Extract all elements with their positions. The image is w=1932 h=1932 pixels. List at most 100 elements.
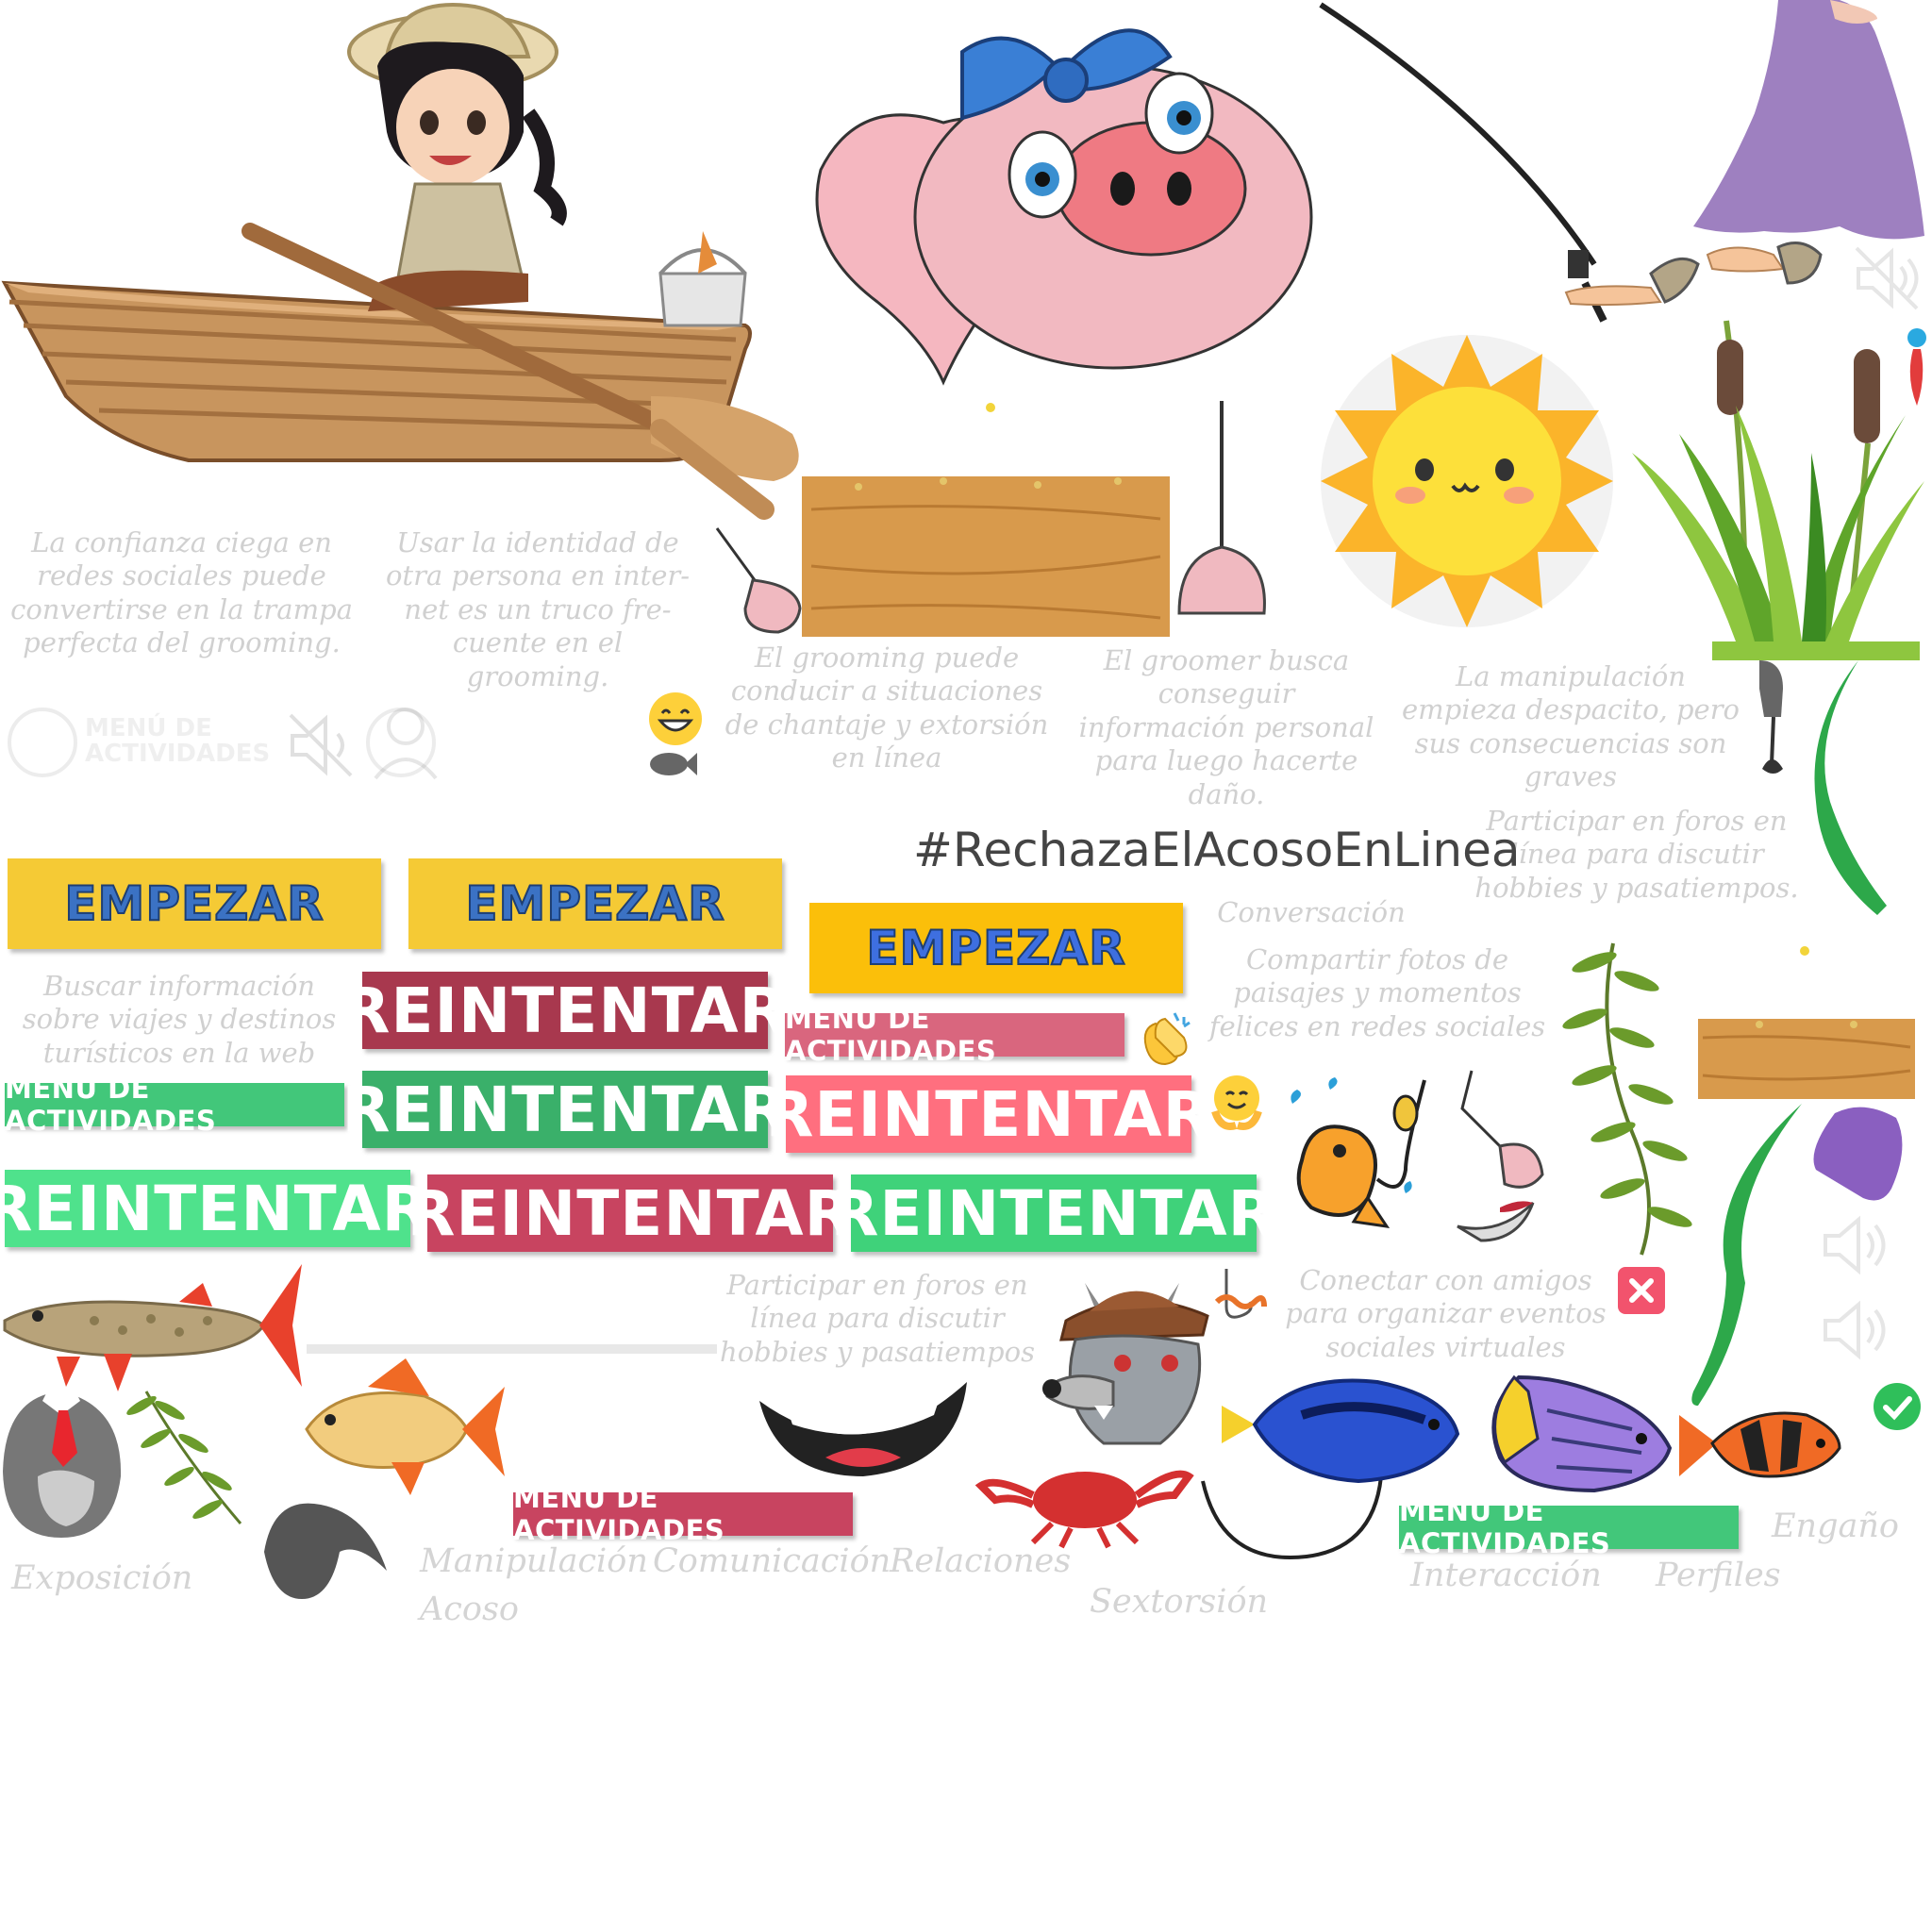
purple-pad: [1807, 1104, 1910, 1208]
retry-button[interactable]: REINTENTAR: [831, 1174, 1275, 1252]
speaker-icon-svg: [1824, 1215, 1886, 1275]
pig-character: [802, 0, 1321, 406]
koi-fish: [1674, 1396, 1844, 1491]
clap-emoji-svg: [1143, 1012, 1191, 1066]
retry-button[interactable]: REINTENTAR: [408, 1174, 852, 1252]
caption-conversacion: Conversación: [1217, 896, 1406, 928]
small-seaweed-svg: [126, 1391, 242, 1524]
worm-hook: [1212, 1269, 1269, 1325]
faded-profile-svg: [374, 708, 438, 780]
pendulum-jaw-svg: [1457, 1070, 1544, 1242]
hooked-fish: [1274, 1075, 1443, 1236]
small-gray-fish-icon: [645, 745, 697, 783]
label-exposicion: Exposición: [11, 1559, 193, 1597]
close-icon-svg: [1618, 1267, 1665, 1314]
sun-illustration: [1321, 335, 1613, 627]
caption-groomer: El groomer busca conseguir información p…: [1078, 644, 1374, 810]
pig-illustration: [815, 28, 1313, 386]
wooden-sign-scene: [708, 396, 1266, 641]
black-curve-svg: [1201, 1457, 1384, 1559]
grin-emoji-icon[interactable]: [647, 691, 704, 747]
caption-identidad: Usar la identidad de otra persona en int…: [385, 526, 691, 692]
carp-fish-svg: [305, 1358, 505, 1495]
black-curve: [1193, 1453, 1396, 1566]
gray-character: [0, 1387, 127, 1542]
wolf-svg: [1042, 1283, 1209, 1445]
progress-bar-track: [307, 1344, 717, 1354]
start-button-hover[interactable]: EMPEZAR: [809, 903, 1183, 993]
label-acoso: Acoso: [420, 1591, 519, 1628]
blue-tang-svg: [1222, 1378, 1460, 1484]
koi-fish-svg: [1679, 1411, 1841, 1478]
wolf-character: [1038, 1264, 1226, 1453]
retry-button[interactable]: REINTENTAR: [342, 972, 787, 1049]
hanging-shoe: [1745, 660, 1802, 792]
pike-fish-svg: [3, 1264, 302, 1391]
pendulum-jaw: [1453, 1070, 1547, 1255]
caption-viajes: Buscar información sobre viajes y destin…: [22, 970, 337, 1069]
green-leaf-svg: [1691, 1104, 1802, 1406]
retry-button[interactable]: REINTENTAR: [0, 1170, 429, 1247]
label-interaccion: Interacción: [1410, 1557, 1602, 1594]
reeds-plant: [1623, 320, 1932, 670]
mouth-smile: [750, 1373, 976, 1486]
speaker-icon-svg: [1824, 1300, 1886, 1360]
caption-manipulacion-grave: La manipulación empieza despacito, pero …: [1401, 660, 1740, 793]
caption-amigos: Conectar con amigos para organizar event…: [1285, 1264, 1607, 1363]
purple-pad-svg: [1813, 1107, 1903, 1201]
check-icon-svg: [1874, 1383, 1921, 1430]
retry-button[interactable]: REINTENTAR: [342, 1071, 787, 1148]
faded-menu-label: MENÚ DE ACTIVIDADES: [85, 714, 271, 769]
close-icon[interactable]: [1618, 1267, 1665, 1314]
green-leaf: [1689, 1104, 1821, 1415]
activities-menu-button[interactable]: MENÚ DE ACTIVIDADES: [513, 1482, 853, 1546]
crab: [974, 1448, 1194, 1549]
speaker-icon[interactable]: [1816, 1212, 1891, 1278]
label-manipulacion: Manipulación: [420, 1542, 648, 1580]
muted-speaker-icon[interactable]: [1849, 241, 1924, 316]
clap-emoji-icon[interactable]: [1137, 1009, 1195, 1068]
start-button[interactable]: EMPEZAR: [408, 858, 782, 949]
sun-character: [1316, 330, 1618, 632]
faded-menu-placeholder: MENÚ DE ACTIVIDADES: [5, 703, 436, 783]
pike-fish: [0, 1255, 311, 1396]
muted-speaker-icon-svg: [1855, 246, 1919, 310]
gray-fish-svg: [650, 753, 697, 775]
boat-scene: [0, 0, 811, 528]
retry-button[interactable]: REINTENTAR: [766, 1075, 1210, 1153]
hug-emoji-icon[interactable]: [1208, 1074, 1266, 1132]
faded-menu-icon: [8, 708, 436, 777]
faded-muted-speaker-icon[interactable]: [283, 708, 358, 783]
caption-chantaje: El grooming puede conducir a situaciones…: [724, 641, 1049, 774]
wooden-sign-illustration: [715, 401, 1266, 637]
fishing-rod-scene: [1311, 0, 1932, 330]
blue-tang-fish: [1217, 1368, 1462, 1491]
caption-foros-1: Participar en foros en línea para discut…: [1474, 805, 1799, 904]
caption-fotos: Compartir fotos de paisajes y momentos f…: [1208, 943, 1546, 1042]
worm-hook-svg: [1214, 1269, 1267, 1319]
caption-confianza: La confianza ciega en redes sociales pue…: [10, 526, 353, 659]
grin-emoji-svg: [649, 692, 702, 745]
activities-menu-button[interactable]: MENÚ DE ACTIVIDADES: [1399, 1495, 1739, 1559]
seaweed-right-svg: [1814, 660, 1887, 915]
seaweed-leafy: [1557, 942, 1698, 1256]
activities-menu-button[interactable]: MENÚ DE ACTIVIDADES: [5, 1073, 344, 1137]
faded-muted-speaker-svg: [289, 713, 353, 777]
start-button[interactable]: EMPEZAR: [8, 858, 381, 949]
seaweed-leafy-svg: [1562, 942, 1692, 1256]
label-engano: Engaño: [1772, 1507, 1899, 1545]
gray-hair-tuft-svg: [264, 1503, 387, 1599]
small-wooden-sign: [1693, 943, 1920, 1104]
speaker-icon[interactable]: [1816, 1297, 1891, 1363]
hooked-fish-svg: [1291, 1077, 1426, 1228]
crab-svg: [974, 1470, 1194, 1549]
label-relaciones: Relaciones: [890, 1542, 1072, 1580]
small-wooden-sign-svg: [1698, 946, 1915, 1099]
activities-menu-button[interactable]: MENÚ DE ACTIVIDADES: [785, 1003, 1124, 1067]
mouth-smile-svg: [759, 1382, 967, 1476]
label-comunicacion: Comunicación: [653, 1542, 891, 1580]
angel-fish-svg: [1491, 1374, 1673, 1493]
fishing-rod-illustration: [1319, 0, 1924, 323]
check-icon[interactable]: [1873, 1382, 1922, 1431]
faded-profile-icon: [368, 698, 443, 783]
